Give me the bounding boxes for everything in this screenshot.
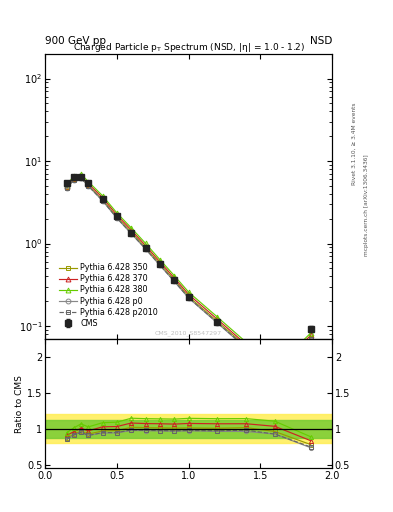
- Pythia 6.428 p0: [72, 177, 76, 183]
- Pythia 6.428 p2010: [158, 262, 162, 268]
- Pythia 6.428 p2010: [100, 198, 105, 204]
- Pythia 6.428 370: [86, 180, 90, 186]
- Pythia 6.428 370: [143, 243, 148, 249]
- Pythia 6.428 350: [64, 184, 69, 190]
- Pythia 6.428 350: [308, 335, 313, 341]
- Text: mcplots.cern.ch [arXiv:1306.3436]: mcplots.cern.ch [arXiv:1306.3436]: [364, 154, 369, 255]
- Pythia 6.428 370: [79, 173, 83, 179]
- Pythia 6.428 380: [79, 171, 83, 177]
- Pythia 6.428 p2010: [143, 246, 148, 252]
- Line: Pythia 6.428 370: Pythia 6.428 370: [64, 174, 313, 373]
- Pythia 6.428 p2010: [186, 295, 191, 301]
- Text: Rivet 3.1.10, ≥ 3.4M events: Rivet 3.1.10, ≥ 3.4M events: [352, 102, 357, 185]
- Pythia 6.428 370: [64, 183, 69, 189]
- Pythia 6.428 p2010: [115, 215, 119, 221]
- Pythia 6.428 p0: [172, 279, 177, 285]
- Pythia 6.428 p0: [158, 262, 162, 268]
- Pythia 6.428 p2010: [129, 230, 134, 237]
- Pythia 6.428 p0: [186, 295, 191, 301]
- Pythia 6.428 380: [172, 272, 177, 279]
- Line: Pythia 6.428 380: Pythia 6.428 380: [64, 172, 313, 371]
- Y-axis label: Ratio to CMS: Ratio to CMS: [15, 375, 24, 433]
- Pythia 6.428 p2010: [79, 175, 83, 181]
- Pythia 6.428 380: [64, 181, 69, 187]
- Pythia 6.428 370: [158, 259, 162, 265]
- Pythia 6.428 380: [244, 339, 248, 345]
- Pythia 6.428 p0: [215, 320, 220, 326]
- Pythia 6.428 p0: [272, 371, 277, 377]
- Pythia 6.428 350: [158, 261, 162, 267]
- Pythia 6.428 370: [215, 316, 220, 323]
- Pythia 6.428 350: [215, 318, 220, 325]
- Legend: Pythia 6.428 350, Pythia 6.428 370, Pythia 6.428 380, Pythia 6.428 p0, Pythia 6.: Pythia 6.428 350, Pythia 6.428 370, Pyth…: [58, 262, 160, 329]
- Pythia 6.428 p0: [64, 185, 69, 191]
- Pythia 6.428 370: [100, 195, 105, 201]
- Pythia 6.428 p2010: [244, 345, 248, 351]
- Line: Pythia 6.428 350: Pythia 6.428 350: [64, 175, 313, 375]
- Pythia 6.428 p0: [100, 198, 105, 204]
- Pythia 6.428 350: [86, 182, 90, 188]
- Pythia 6.428 p0: [86, 183, 90, 189]
- Pythia 6.428 350: [143, 245, 148, 251]
- Text: 900 GeV pp: 900 GeV pp: [45, 36, 106, 46]
- Pythia 6.428 p2010: [86, 183, 90, 189]
- Pythia 6.428 380: [215, 314, 220, 320]
- Pythia 6.428 p0: [79, 175, 83, 181]
- Pythia 6.428 p0: [129, 230, 134, 237]
- Pythia 6.428 380: [272, 365, 277, 371]
- Pythia 6.428 350: [100, 197, 105, 203]
- Pythia 6.428 380: [86, 179, 90, 185]
- Pythia 6.428 350: [272, 370, 277, 376]
- Title: Charged Particle $\mathregular{p_T}$ Spectrum (NSD, $\mathregular{|\eta|}$ = 1.0: Charged Particle $\mathregular{p_T}$ Spe…: [73, 40, 305, 54]
- Pythia 6.428 370: [244, 342, 248, 348]
- Pythia 6.428 380: [100, 193, 105, 199]
- Pythia 6.428 350: [115, 214, 119, 220]
- Pythia 6.428 350: [72, 176, 76, 182]
- Pythia 6.428 p2010: [64, 185, 69, 191]
- Line: Pythia 6.428 p0: Pythia 6.428 p0: [64, 176, 313, 377]
- Text: CMS_2010_S8547297: CMS_2010_S8547297: [155, 330, 222, 336]
- Pythia 6.428 380: [129, 225, 134, 231]
- Pythia 6.428 p2010: [172, 278, 177, 284]
- Pythia 6.428 p2010: [215, 319, 220, 326]
- Pythia 6.428 370: [129, 227, 134, 233]
- Pythia 6.428 370: [272, 368, 277, 374]
- Pythia 6.428 380: [308, 330, 313, 336]
- Pythia 6.428 p0: [244, 345, 248, 351]
- Pythia 6.428 380: [186, 289, 191, 295]
- Line: Pythia 6.428 p2010: Pythia 6.428 p2010: [64, 176, 313, 377]
- Pythia 6.428 p0: [115, 215, 119, 221]
- Pythia 6.428 380: [115, 210, 119, 216]
- Pythia 6.428 370: [72, 175, 76, 181]
- Pythia 6.428 370: [172, 275, 177, 281]
- Pythia 6.428 350: [172, 277, 177, 283]
- Text: NSD: NSD: [310, 36, 332, 46]
- Pythia 6.428 370: [186, 291, 191, 297]
- Pythia 6.428 p0: [143, 246, 148, 252]
- Pythia 6.428 p2010: [308, 336, 313, 343]
- Pythia 6.428 380: [158, 257, 162, 263]
- Pythia 6.428 370: [308, 332, 313, 338]
- Pythia 6.428 370: [115, 212, 119, 218]
- Pythia 6.428 p0: [308, 337, 313, 343]
- Pythia 6.428 350: [79, 175, 83, 181]
- Pythia 6.428 350: [244, 343, 248, 349]
- Pythia 6.428 p2010: [272, 371, 277, 377]
- Pythia 6.428 350: [186, 293, 191, 300]
- Pythia 6.428 380: [143, 240, 148, 246]
- Pythia 6.428 p2010: [72, 177, 76, 183]
- Pythia 6.428 350: [129, 229, 134, 235]
- Pythia 6.428 380: [72, 173, 76, 179]
